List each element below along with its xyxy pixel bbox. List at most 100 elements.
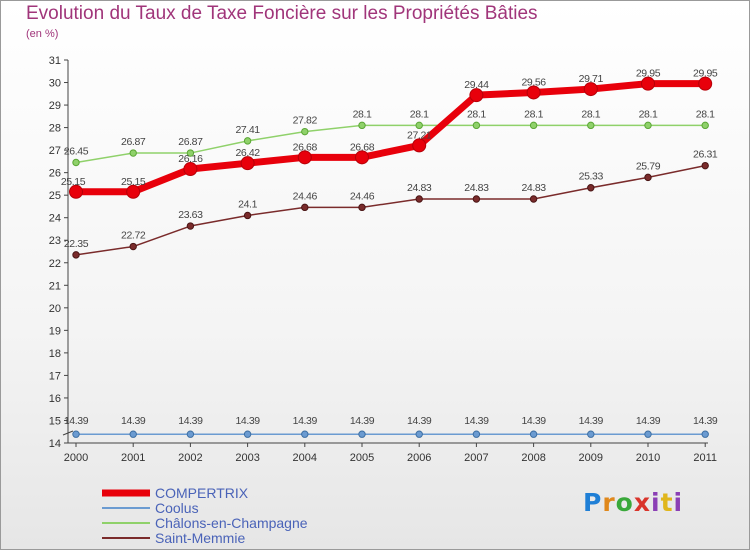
data-point [129, 242, 137, 251]
data-label: 24.1 [238, 198, 257, 210]
data-label: 25.79 [636, 160, 661, 172]
data-label: 29.44 [464, 79, 489, 91]
data-label: 14.39 [693, 415, 718, 427]
data-point [644, 121, 652, 130]
data-label: 28.1 [410, 108, 429, 120]
data-point [415, 430, 423, 438]
y-tick-label: 28 [49, 123, 61, 135]
y-tick-label: 15 [49, 415, 61, 427]
data-point [72, 158, 80, 167]
data-label: 26.68 [350, 141, 375, 153]
data-label: 27.82 [293, 115, 318, 127]
data-labels-layer: 14.39 14.39 14.39 14.39 14.39 14.39 14.39 14.39… [61, 68, 718, 428]
y-tick-label: 19 [49, 325, 61, 337]
y-tick-label: 25 [49, 190, 61, 202]
x-tick-label: 2005 [350, 452, 374, 464]
data-label: 29.71 [579, 73, 604, 85]
axis-break-mark [62, 430, 74, 436]
data-label: 24.46 [350, 190, 375, 202]
data-label: 28.1 [353, 108, 372, 120]
data-label: 26.42 [235, 147, 260, 159]
data-label: 14.39 [121, 415, 146, 427]
data-point [243, 137, 252, 145]
y-tick-label: 17 [49, 370, 61, 382]
data-point [126, 184, 141, 199]
data-label: 26.31 [693, 149, 718, 161]
y-tick-label: 23 [49, 235, 61, 247]
data-point [301, 127, 309, 136]
data-point [358, 203, 366, 212]
x-tick-label: 2008 [521, 452, 545, 464]
axes: 14 15 16 17 18 19 20 21 22 23 24 25 26 27 28 29 30 31 2000… [49, 55, 717, 464]
data-label: 26.68 [293, 141, 318, 153]
data-point [472, 430, 481, 438]
data-label: 14.39 [579, 415, 604, 427]
data-point [701, 430, 709, 438]
data-label: 24.46 [293, 190, 318, 202]
y-tick-label: 27 [49, 145, 61, 157]
y-tick-label: 24 [49, 213, 61, 225]
data-point [587, 121, 595, 130]
data-label: 28.1 [524, 108, 543, 120]
data-label: 14.39 [521, 415, 546, 427]
y-tick-label: 29 [49, 100, 61, 112]
x-tick-label: 2011 [693, 452, 717, 464]
data-point [72, 430, 80, 438]
x-tick-label: 2009 [579, 452, 603, 464]
data-label: 26.87 [121, 136, 146, 148]
x-tick-label: 2003 [235, 452, 259, 464]
data-label: 27.21 [407, 129, 432, 141]
y-tick-label: 30 [49, 78, 61, 90]
data-label: 24.83 [521, 182, 546, 194]
y-tick-label: 21 [49, 280, 61, 292]
data-point [301, 430, 309, 438]
data-label: 26.87 [178, 136, 203, 148]
data-point [243, 430, 252, 438]
data-label: 24.83 [464, 182, 489, 194]
y-tick-label: 20 [49, 303, 61, 315]
data-point [186, 149, 195, 157]
x-tick-label: 2002 [178, 452, 202, 464]
y-tick-label: 22 [49, 258, 61, 270]
y-tick-label: 26 [49, 168, 61, 180]
data-label: 14.39 [407, 415, 432, 427]
data-label: 29.95 [636, 68, 661, 80]
y-tick-label: 16 [49, 393, 61, 405]
data-point [701, 121, 709, 130]
data-point [644, 173, 652, 182]
data-label: 27.41 [235, 124, 260, 136]
legend-label-0: COMPERTRIX [155, 485, 249, 501]
data-point [415, 195, 423, 203]
data-point [472, 195, 481, 203]
x-tick-label: 2001 [121, 452, 145, 464]
data-point [698, 76, 713, 91]
data-label: 14.39 [293, 415, 318, 427]
data-point [355, 150, 369, 165]
chart-title: Evolution du Taux de Taxe Foncière sur l… [26, 3, 538, 24]
data-point [529, 195, 538, 203]
data-point [129, 430, 137, 438]
data-point [701, 161, 709, 170]
data-label: 14.39 [636, 415, 661, 427]
data-point [358, 430, 366, 438]
data-point [129, 149, 137, 157]
data-label: 28.1 [581, 108, 600, 120]
data-point [186, 222, 195, 230]
data-point [183, 162, 198, 177]
data-label: 14.39 [64, 415, 89, 427]
legend: COMPERTRIXCoolusChâlons-en-ChampagneSain… [102, 485, 308, 546]
data-label: 22.72 [121, 230, 146, 242]
data-label: 29.56 [521, 76, 546, 88]
x-tick-label: 2006 [407, 452, 431, 464]
data-point [415, 121, 423, 130]
data-point [529, 121, 538, 130]
data-label: 23.63 [178, 209, 203, 221]
data-point [240, 156, 255, 171]
data-label: 28.1 [467, 108, 486, 120]
data-label: 14.39 [464, 415, 489, 427]
x-tick-label: 2007 [464, 452, 488, 464]
data-label: 25.33 [579, 171, 604, 183]
data-label: 26.45 [64, 146, 89, 158]
series-line-0 [72, 80, 709, 196]
